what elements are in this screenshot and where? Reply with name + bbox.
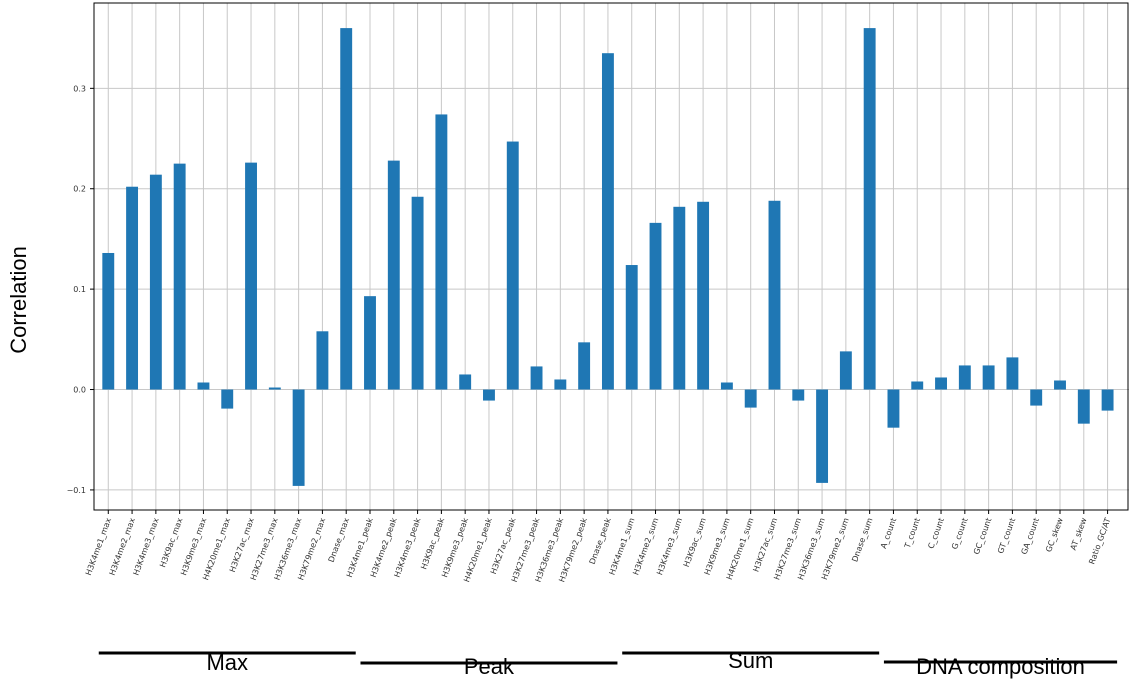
x-tick-label: H3K9me3_sum — [703, 516, 732, 576]
group-label: Peak — [464, 654, 515, 679]
group-label: Max — [206, 650, 248, 675]
bar-h3k79me2-peak — [578, 342, 591, 390]
bar-h3k27ac-max — [245, 162, 257, 390]
bar-t-count — [911, 381, 924, 390]
bar-h3k4me3-sum — [673, 206, 686, 390]
bar-h3k4me2-sum — [649, 222, 662, 390]
bar-h3k9me3-peak — [459, 374, 472, 390]
bar-h4k20me1-sum — [744, 389, 757, 408]
x-tick-label: H3K4me1_max — [84, 516, 113, 576]
y-axis-ticks: −0.1 0.0 0.1 0.2 0.3 — [67, 84, 94, 495]
x-tick-label: H3K4me3_max — [132, 516, 161, 576]
y-tick-label: 0.3 — [73, 84, 86, 93]
x-tick-label: Dnase_max — [327, 516, 352, 563]
bar-c-count — [935, 377, 947, 390]
bar-h4k20me1-peak — [483, 389, 495, 401]
x-axis-ticks: H3K4me1_maxH3K4me2_maxH3K4me3_maxH3K9ac_… — [84, 510, 1113, 583]
bar-h3k4me3-peak — [411, 196, 424, 390]
x-tick-label: A_count — [879, 517, 898, 550]
y-tick-label: −0.1 — [67, 486, 86, 495]
bar-h3k36me3-max — [292, 389, 305, 486]
x-tick-label: T_count — [903, 517, 923, 551]
bar-h3k9ac-sum — [697, 201, 710, 390]
x-tick-label: H3K9ac_sum — [682, 516, 708, 568]
x-tick-label: H3K27ac_sum — [751, 516, 779, 573]
x-tick-label: H3K27ac_max — [228, 516, 256, 573]
bar-a-count — [887, 389, 900, 428]
x-tick-label: C_count — [926, 517, 945, 550]
bar-ratio-gc-at — [1101, 389, 1114, 411]
bar-gc-skew — [1054, 380, 1066, 390]
x-tick-label: GA_count — [1020, 517, 1042, 556]
bar-h3k4me3-max — [149, 174, 162, 390]
x-tick-label: H3K4me2_sum — [631, 516, 660, 576]
group-label: DNA composition — [916, 654, 1085, 679]
bar-h3k4me1-max — [102, 252, 115, 390]
x-tick-label: H3K4me2_max — [108, 516, 137, 576]
bars — [102, 28, 1114, 486]
bar-g-count — [958, 365, 971, 390]
bar-at-skew — [1077, 389, 1090, 424]
bar-h3k27me3-max — [268, 387, 281, 390]
bar-h3k27ac-peak — [506, 141, 519, 390]
bar-h3k79me2-sum — [839, 351, 852, 390]
bar-h3k79me2-max — [316, 331, 329, 390]
bar-ga-count — [1030, 389, 1043, 406]
x-tick-label: GT_count — [996, 517, 1017, 555]
bar-h3k4me1-sum — [625, 265, 638, 390]
y-tick-label: 0.0 — [73, 386, 86, 395]
bar-gt-count — [1006, 357, 1019, 390]
bar-h4k20me1-max — [221, 389, 234, 409]
x-tick-label: G_count — [950, 517, 970, 551]
bar-dnase-max — [340, 28, 353, 390]
group-label: Sum — [728, 648, 773, 673]
plot-frame — [93, 2, 1129, 511]
feature-groups: Max Peak Sum DNA composition — [98, 648, 1118, 679]
x-tick-label: H3K4me1_sum — [608, 516, 637, 576]
bar-h3k9me3-max — [197, 382, 210, 390]
x-tick-label: H3K9me3_max — [179, 516, 208, 576]
bar-h3k27ac-sum — [768, 200, 781, 390]
bar-h3k4me2-peak — [387, 160, 400, 390]
x-tick-label: H3K27ac_peak — [489, 516, 518, 575]
x-tick-label: H3K9ac_max — [158, 516, 184, 568]
bar-h3k27me3-peak — [530, 366, 543, 390]
bar-h3k36me3-peak — [554, 379, 567, 390]
x-tick-label: Ratio_GC/AT — [1087, 517, 1112, 566]
bar-h3k36me3-sum — [816, 389, 829, 483]
bar-dnase-sum — [863, 28, 876, 390]
x-tick-label: GC_count — [972, 517, 994, 556]
bar-h3k4me1-peak — [364, 296, 376, 390]
x-tick-label: Dnase_peak — [588, 516, 613, 565]
bar-dnase-peak — [601, 53, 614, 390]
x-tick-label: AT_skew — [1069, 516, 1089, 551]
y-axis-label: Correlation — [6, 246, 31, 354]
x-tick-label: Dnase_sum — [850, 516, 874, 563]
x-tick-label: GC_skew — [1044, 516, 1065, 553]
bar-h3k4me2-max — [126, 186, 139, 390]
y-tick-label: 0.2 — [73, 185, 86, 194]
bar-gc-count — [982, 365, 995, 390]
x-tick-label: H3K4me3_peak — [393, 516, 423, 578]
bar-h3k27me3-sum — [792, 389, 805, 401]
y-tick-label: 0.1 — [73, 285, 86, 294]
bar-h3k9ac-peak — [435, 114, 448, 390]
bar-h3k9me3-sum — [720, 382, 733, 390]
bar-h3k9ac-max — [173, 163, 186, 390]
x-tick-label: H3K9ac_peak — [419, 516, 446, 570]
x-tick-label: H3K4me3_sum — [655, 516, 684, 576]
